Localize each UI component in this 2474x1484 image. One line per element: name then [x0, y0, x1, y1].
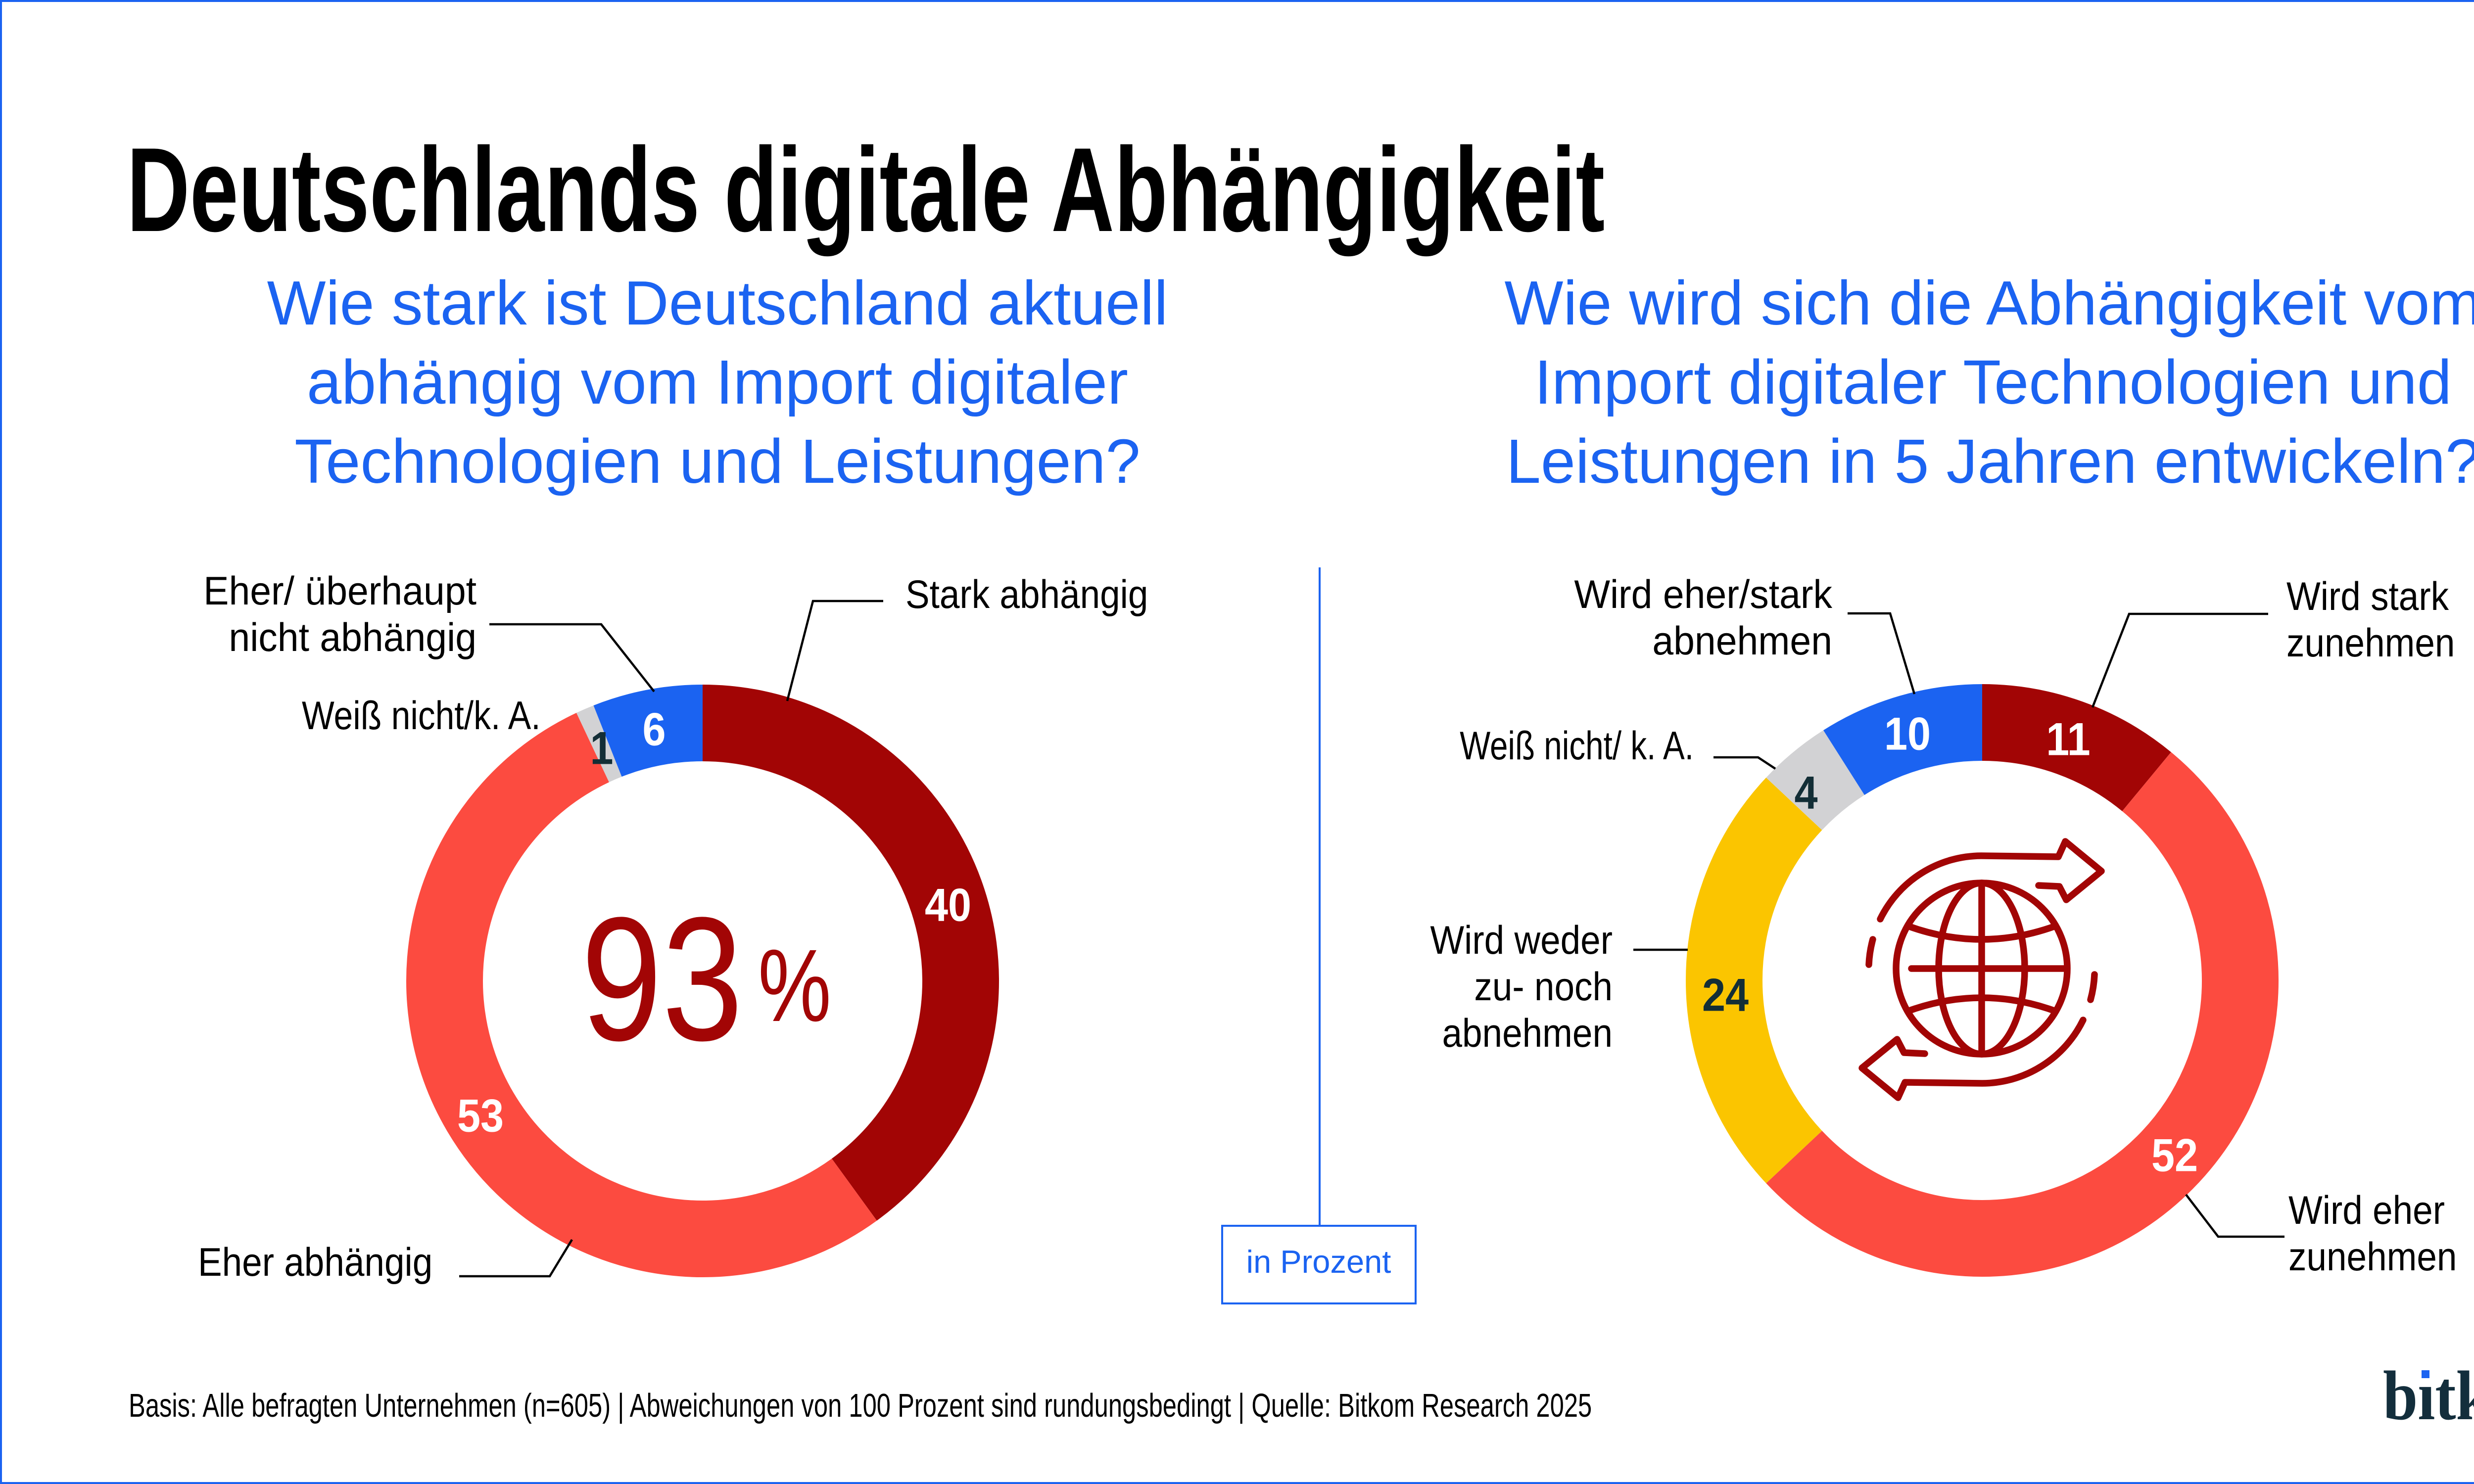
svg-text:6: 6: [642, 703, 666, 755]
svg-text:93: 93: [581, 881, 743, 1077]
svg-text:in Prozent: in Prozent: [1246, 1244, 1391, 1280]
svg-text:%: %: [758, 928, 831, 1043]
svg-text:1: 1: [590, 722, 613, 774]
svg-text:52: 52: [2151, 1129, 2198, 1181]
svg-text:24: 24: [1702, 969, 1749, 1020]
svg-text:40: 40: [925, 879, 971, 930]
svg-text:53: 53: [457, 1089, 504, 1141]
svg-text:10: 10: [1884, 707, 1931, 759]
svg-text:4: 4: [1794, 766, 1817, 818]
svg-text:11: 11: [2046, 713, 2090, 765]
